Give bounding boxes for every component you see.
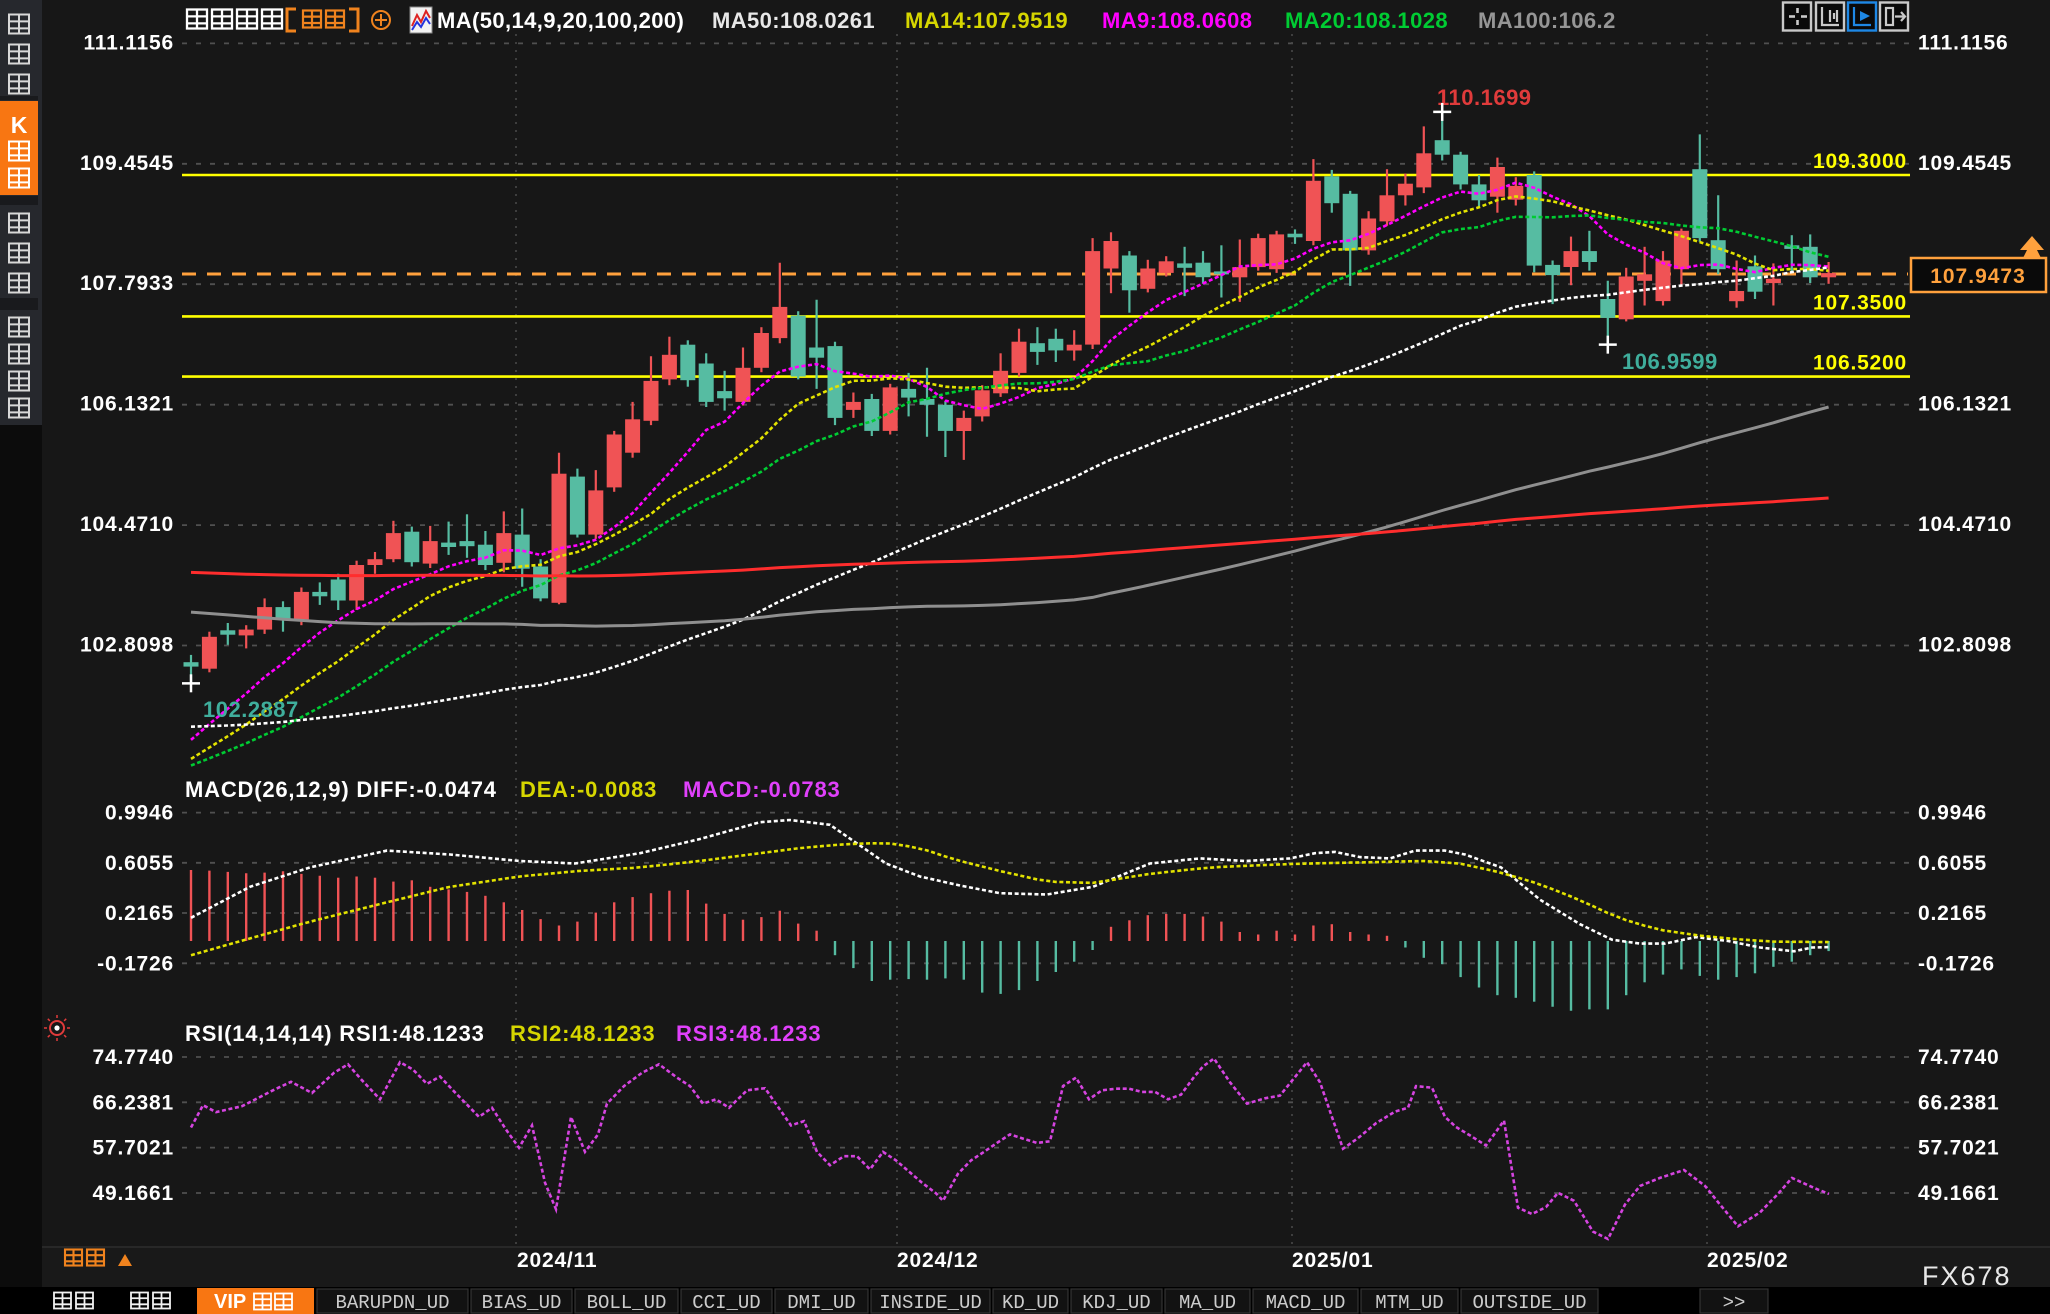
svg-text:0.9946: 0.9946 — [105, 802, 174, 825]
svg-text:RSI(14,14,14) RSI1:48.1233: RSI(14,14,14) RSI1:48.1233 — [185, 1021, 485, 1046]
svg-text:MA100:106.2: MA100:106.2 — [1478, 8, 1616, 33]
svg-text:109.3000: 109.3000 — [1813, 150, 1907, 173]
svg-text:109.4545: 109.4545 — [1918, 152, 2012, 175]
svg-text:-0.1726: -0.1726 — [1918, 952, 1995, 975]
svg-text:66.2381: 66.2381 — [92, 1091, 174, 1114]
svg-text:MA_UD: MA_UD — [1179, 1292, 1236, 1314]
svg-text:BOLL_UD: BOLL_UD — [587, 1292, 667, 1314]
svg-text:MTM_UD: MTM_UD — [1375, 1292, 1443, 1314]
svg-text:107.9473: 107.9473 — [1930, 265, 2026, 288]
svg-text:57.7021: 57.7021 — [1918, 1137, 2000, 1160]
svg-text:0.2165: 0.2165 — [1918, 902, 1987, 925]
svg-text:2024/11: 2024/11 — [517, 1249, 597, 1272]
svg-text:KDJ_UD: KDJ_UD — [1082, 1292, 1150, 1314]
svg-text:INSIDE_UD: INSIDE_UD — [879, 1292, 982, 1314]
svg-text:RSI3:48.1233: RSI3:48.1233 — [676, 1021, 821, 1046]
svg-text:KD_UD: KD_UD — [1002, 1292, 1059, 1314]
svg-text:2024/12: 2024/12 — [897, 1249, 979, 1272]
svg-text:DMI_UD: DMI_UD — [787, 1292, 855, 1314]
svg-text:104.4710: 104.4710 — [80, 513, 174, 536]
svg-text:104.4710: 104.4710 — [1918, 513, 2012, 536]
svg-text:DEA:-0.0083: DEA:-0.0083 — [520, 777, 657, 802]
svg-text:BARUPDN_UD: BARUPDN_UD — [335, 1292, 449, 1314]
svg-text:VIP: VIP — [214, 1291, 246, 1313]
svg-text:MACD(26,12,9) DIFF:-0.0474: MACD(26,12,9) DIFF:-0.0474 — [185, 777, 497, 802]
svg-text:BIAS_UD: BIAS_UD — [482, 1292, 562, 1314]
svg-text:0.2165: 0.2165 — [105, 902, 174, 925]
svg-text:2025/02: 2025/02 — [1707, 1249, 1789, 1272]
svg-text:0.6055: 0.6055 — [105, 852, 174, 875]
svg-text:>>: >> — [1723, 1292, 1746, 1314]
svg-text:0.9946: 0.9946 — [1918, 802, 1987, 825]
svg-text:MA(50,14,9,20,100,200): MA(50,14,9,20,100,200) — [437, 8, 684, 33]
svg-text:MA9:108.0608: MA9:108.0608 — [1102, 8, 1252, 33]
svg-text:K: K — [11, 112, 28, 138]
svg-text:MA20:108.1028: MA20:108.1028 — [1285, 8, 1448, 33]
svg-text:49.1661: 49.1661 — [92, 1182, 174, 1205]
svg-text:106.5200: 106.5200 — [1813, 352, 1907, 375]
svg-text:106.1321: 106.1321 — [1918, 393, 2012, 416]
svg-text:57.7021: 57.7021 — [92, 1137, 174, 1160]
svg-text:102.8098: 102.8098 — [1918, 634, 2012, 657]
svg-text:MACD:-0.0783: MACD:-0.0783 — [683, 777, 841, 802]
svg-text:110.1699: 110.1699 — [1437, 85, 1532, 110]
svg-text:74.7740: 74.7740 — [1918, 1046, 2000, 1069]
svg-text:106.9599: 106.9599 — [1622, 349, 1718, 374]
svg-text:102.8098: 102.8098 — [80, 634, 174, 657]
svg-text:RSI2:48.1233: RSI2:48.1233 — [510, 1021, 655, 1046]
svg-text:66.2381: 66.2381 — [1918, 1091, 2000, 1114]
svg-text:OUTSIDE_UD: OUTSIDE_UD — [1472, 1292, 1586, 1314]
svg-text:111.1156: 111.1156 — [1918, 31, 2009, 54]
svg-text:107.3500: 107.3500 — [1813, 291, 1907, 314]
svg-text:102.2887: 102.2887 — [203, 697, 299, 722]
svg-text:109.4545: 109.4545 — [80, 152, 174, 175]
svg-text:49.1661: 49.1661 — [1918, 1182, 2000, 1205]
svg-text:2025/01: 2025/01 — [1292, 1249, 1374, 1272]
svg-text:106.1321: 106.1321 — [80, 393, 174, 416]
svg-text:-0.1726: -0.1726 — [97, 952, 174, 975]
svg-text:CCI_UD: CCI_UD — [692, 1292, 760, 1314]
svg-text:107.7933: 107.7933 — [80, 272, 174, 295]
svg-text:MA14:107.9519: MA14:107.9519 — [905, 8, 1068, 33]
svg-text:FX678: FX678 — [1922, 1261, 2012, 1291]
svg-text:MA50:108.0261: MA50:108.0261 — [712, 8, 875, 33]
svg-text:0.6055: 0.6055 — [1918, 852, 1987, 875]
svg-text:MACD_UD: MACD_UD — [1266, 1292, 1346, 1314]
svg-text:111.1156: 111.1156 — [83, 31, 174, 54]
svg-text:74.7740: 74.7740 — [92, 1046, 174, 1069]
